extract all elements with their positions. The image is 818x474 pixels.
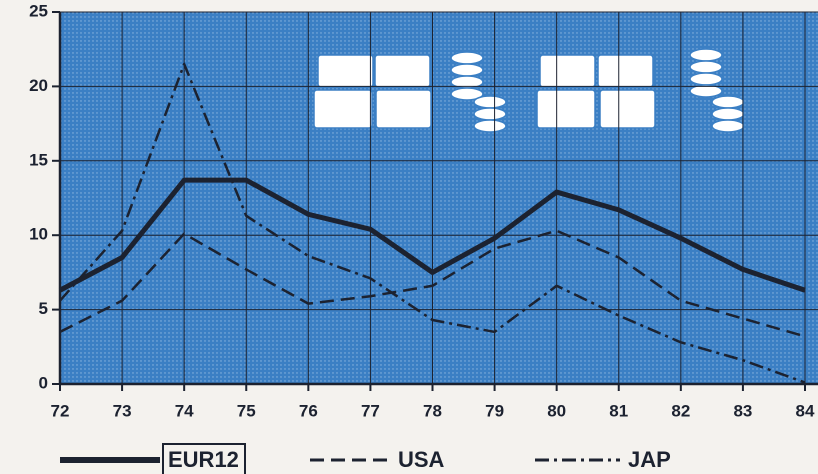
x-tick-label: 72 — [51, 401, 70, 420]
y-tick-label: 25 — [29, 1, 48, 20]
x-tick-label: 83 — [733, 401, 752, 420]
y-tick-label: 10 — [29, 225, 48, 244]
data-line — [59, 229, 806, 338]
legend-label: JAP — [628, 447, 671, 472]
x-tick-label: 84 — [796, 401, 815, 420]
y-tick-label: 15 — [29, 150, 48, 169]
money-illustration — [313, 48, 745, 133]
x-tick-label: 76 — [299, 401, 318, 420]
y-tick-label: 0 — [39, 373, 48, 392]
y-tick-label: 5 — [39, 299, 48, 318]
x-tick-label: 78 — [423, 401, 442, 420]
x-tick-label: 77 — [361, 401, 380, 420]
x-tick-label: 80 — [547, 401, 566, 420]
legend-box — [162, 443, 246, 474]
data-line — [58, 177, 806, 293]
x-tick-label: 81 — [609, 401, 628, 420]
data-line — [59, 62, 806, 384]
x-tick-label: 82 — [671, 401, 690, 420]
x-tick-label: 75 — [237, 401, 256, 420]
x-tick-label: 79 — [485, 401, 504, 420]
legend-label: USA — [398, 447, 445, 472]
x-tick-label: 73 — [113, 401, 132, 420]
y-tick-label: 20 — [29, 76, 48, 95]
legend-label: EUR12 — [168, 447, 239, 472]
x-tick-label: 74 — [175, 401, 194, 420]
